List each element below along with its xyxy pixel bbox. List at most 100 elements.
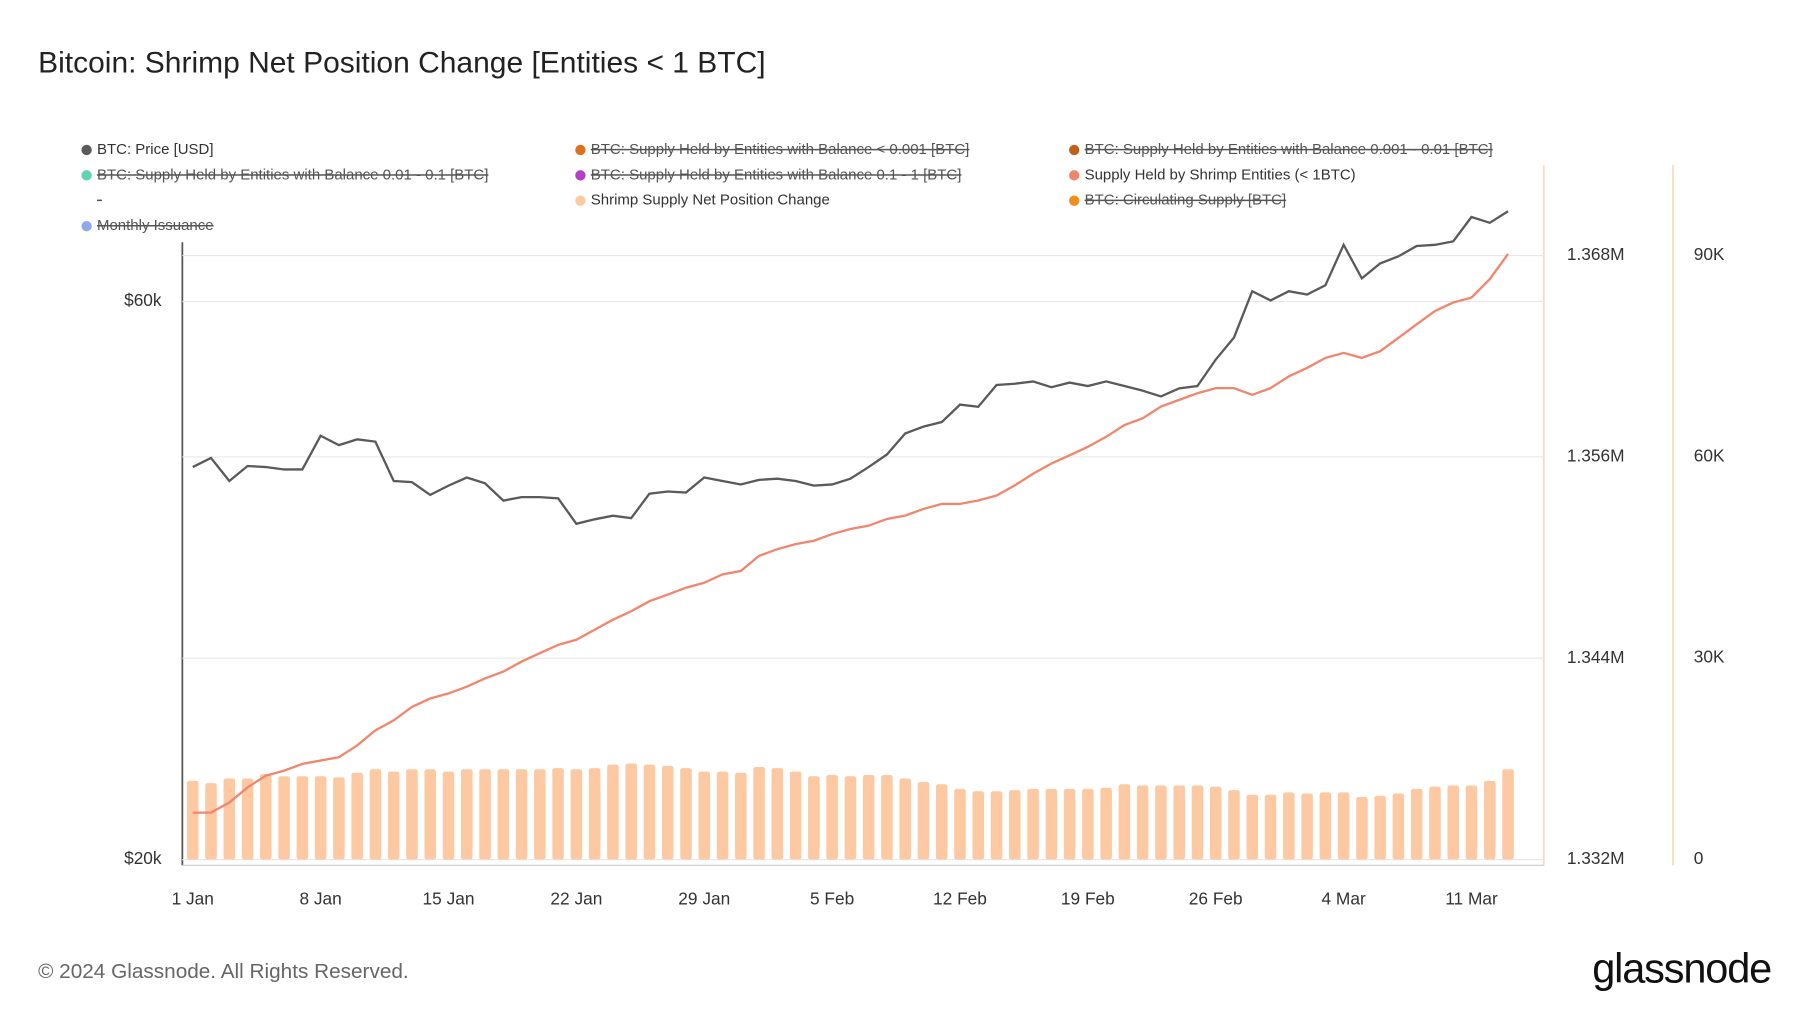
bar	[387, 771, 400, 860]
legend-marker	[575, 195, 586, 206]
bar	[607, 764, 619, 860]
bar	[1374, 795, 1386, 860]
bar	[1264, 794, 1277, 860]
bar	[1063, 788, 1076, 860]
bar	[808, 776, 820, 860]
bar	[771, 768, 784, 860]
bar	[1337, 792, 1350, 860]
x-tick-label: 5 Feb	[810, 888, 854, 908]
bar	[844, 776, 857, 860]
bar	[1100, 787, 1112, 860]
bar	[935, 784, 948, 860]
x-tick-label: 1 Jan	[172, 888, 214, 908]
bar	[990, 791, 1003, 860]
bar	[753, 766, 765, 860]
bar	[1429, 786, 1441, 860]
y-tick-label: 1.344M	[1567, 647, 1625, 667]
line	[192, 253, 1509, 814]
legend-label: BTC: Supply Held by Entities with Balanc…	[591, 166, 962, 183]
bar	[552, 768, 564, 860]
bar	[954, 788, 966, 860]
legend-marker	[81, 144, 92, 156]
legend-marker	[81, 220, 92, 232]
y-tick-label: 60K	[1694, 445, 1725, 465]
legend-marker	[575, 170, 586, 181]
x-tick-label: 19 Feb	[1061, 888, 1115, 908]
x-tick-label: 4 Mar	[1322, 888, 1366, 908]
x-tick-label: 22 Jan	[550, 888, 602, 908]
legend-label: BTC: Supply Held by Entities with Balanc…	[1085, 141, 1493, 158]
y-tick-label: 0	[1694, 848, 1704, 868]
logo: glassnode	[1592, 944, 1771, 991]
bar	[661, 765, 674, 860]
bar	[351, 772, 363, 860]
bar	[1082, 788, 1094, 860]
bar	[1392, 793, 1405, 860]
bar	[1173, 785, 1185, 860]
bar	[680, 768, 692, 860]
bar	[1027, 788, 1039, 860]
bar	[369, 769, 382, 860]
bar	[899, 778, 911, 860]
bar	[826, 775, 838, 860]
bar	[406, 769, 418, 860]
bar	[424, 769, 436, 860]
legend-label: BTC: Circulating Supply [BTC]	[1085, 192, 1287, 209]
bar	[1447, 785, 1459, 860]
bar	[1483, 780, 1496, 860]
x-tick-label: 29 Jan	[678, 888, 730, 908]
legend-marker	[1069, 195, 1080, 206]
bar	[1502, 769, 1514, 860]
footer: © 2024 Glassnode. All Rights Reserved.	[38, 960, 409, 983]
bar	[698, 771, 711, 860]
bar	[1155, 785, 1167, 860]
bar	[1283, 792, 1295, 860]
bar	[1319, 792, 1332, 860]
bar	[1191, 785, 1204, 860]
bar	[241, 778, 254, 860]
legend-label: -	[97, 192, 102, 209]
bar	[862, 775, 875, 860]
y-tick-label: 90K	[1694, 244, 1725, 264]
x-tick-label: 26 Feb	[1189, 888, 1243, 908]
bar	[205, 783, 217, 860]
bar	[1118, 784, 1131, 860]
bar	[588, 768, 601, 860]
legend-label: Shrimp Supply Net Position Change	[591, 192, 830, 209]
x-tick-label: 8 Jan	[299, 888, 341, 908]
bar	[716, 771, 729, 860]
bar	[186, 780, 199, 860]
x-tick-label: 11 Mar	[1445, 888, 1498, 908]
bar	[278, 776, 290, 860]
bar	[497, 769, 510, 860]
y-tick-label: $60k	[124, 290, 162, 310]
chart-title: Bitcoin: Shrimp Net Position Change [Ent…	[38, 47, 765, 80]
bar	[515, 769, 528, 860]
x-tick-label: 12 Feb	[933, 888, 987, 908]
bar	[625, 763, 637, 860]
bar	[643, 764, 656, 860]
bar	[789, 771, 802, 860]
legend-label: BTC: Price [USD]	[97, 141, 214, 158]
bar	[881, 775, 893, 860]
bar	[1209, 786, 1222, 860]
legend-label: Monthly Issuance	[97, 217, 214, 234]
legend-label: Supply Held by Shrimp Entities (< 1BTC)	[1085, 166, 1356, 183]
bar	[223, 778, 236, 860]
bar	[735, 772, 747, 860]
bar	[296, 776, 309, 860]
legend-marker	[575, 144, 586, 156]
bar	[570, 769, 583, 860]
x-tick-label: 15 Jan	[423, 888, 475, 908]
bar	[1009, 790, 1021, 860]
bar	[1356, 797, 1368, 860]
bar	[534, 769, 546, 860]
bar	[1301, 793, 1313, 860]
legend-marker	[81, 170, 92, 181]
bar	[479, 769, 491, 860]
y-tick-label: 1.356M	[1567, 445, 1625, 465]
bar	[1136, 785, 1149, 860]
bar	[917, 782, 930, 860]
bar	[1246, 794, 1259, 860]
